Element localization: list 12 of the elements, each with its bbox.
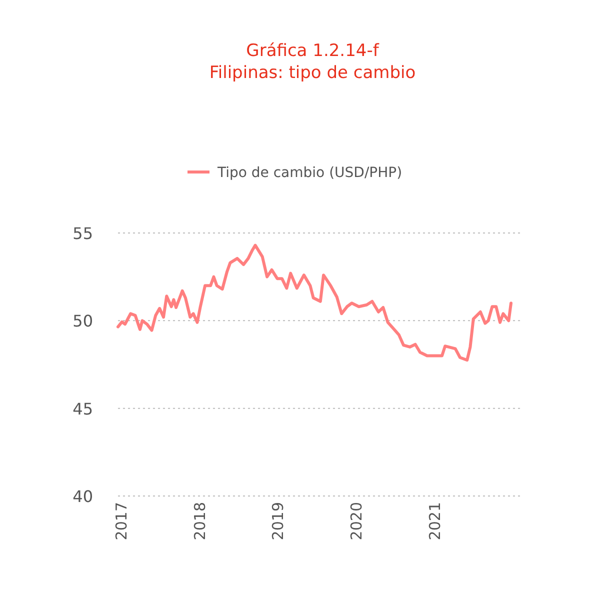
x-tick-label: 2021	[426, 502, 444, 540]
legend-label: Tipo de cambio (USD/PHP)	[216, 165, 402, 181]
x-tick-label: 2017	[112, 502, 130, 540]
x-tick-label: 2018	[190, 502, 209, 540]
x-tick-label: 2019	[269, 502, 288, 540]
y-tick-label: 45	[72, 399, 93, 418]
x-tick-label: 2020	[348, 502, 366, 540]
line-series	[116, 244, 513, 362]
y-tick-label: 50	[72, 312, 93, 331]
chart-title: Gráfica 1.2.14-f Filipinas: tipo de cambio	[209, 41, 416, 83]
y-tick-label: 40	[72, 487, 93, 506]
y-tick-label: 55	[72, 224, 93, 243]
